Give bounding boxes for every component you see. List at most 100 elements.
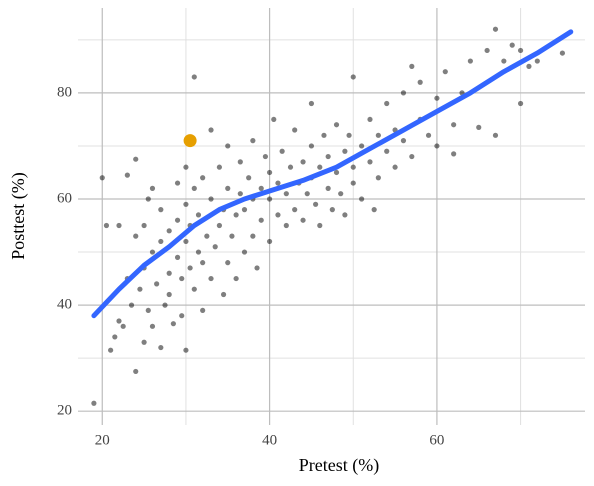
point: [384, 100, 390, 107]
point: [229, 233, 235, 239]
point: [350, 74, 356, 80]
point: [220, 291, 227, 298]
point: [317, 164, 323, 170]
highlight-point: [183, 134, 197, 148]
point: [154, 281, 160, 287]
point: [258, 185, 264, 191]
point: [250, 233, 256, 239]
point: [467, 58, 473, 64]
point: [350, 164, 356, 170]
point: [434, 143, 440, 149]
point: [145, 307, 151, 314]
point: [262, 153, 269, 160]
point: [517, 47, 524, 54]
point: [254, 265, 260, 271]
point: [434, 95, 440, 101]
point: [338, 191, 344, 197]
point: [216, 222, 222, 229]
point: [145, 196, 151, 202]
point: [174, 254, 181, 260]
trend-line: [91, 29, 574, 319]
point: [99, 175, 105, 181]
point: [133, 368, 139, 375]
point: [158, 344, 164, 351]
point: [233, 275, 239, 282]
point: [534, 58, 540, 64]
point: [141, 339, 147, 345]
point: [179, 313, 185, 319]
point: [183, 238, 189, 245]
point: [283, 222, 289, 229]
point: [400, 90, 407, 96]
point: [200, 307, 206, 314]
point: [162, 302, 168, 308]
point: [492, 132, 499, 138]
point: [149, 323, 156, 329]
point: [187, 265, 193, 271]
point: [266, 238, 273, 245]
y-tick-label: 40: [57, 297, 72, 313]
point: [342, 212, 348, 218]
point: [241, 207, 248, 213]
point: [191, 286, 197, 292]
point: [484, 47, 490, 54]
point: [166, 228, 172, 234]
point: [492, 26, 499, 32]
point: [116, 318, 122, 324]
point: [283, 191, 289, 197]
point: [313, 201, 319, 207]
point: [174, 180, 181, 186]
point: [170, 321, 176, 327]
point: [225, 143, 231, 149]
point: [559, 50, 566, 56]
point: [333, 122, 340, 128]
point: [476, 124, 482, 130]
point: [179, 275, 185, 282]
point: [342, 148, 348, 154]
point: [325, 153, 331, 160]
point: [292, 127, 298, 133]
point: [246, 175, 252, 181]
x-tick-label: 40: [262, 432, 277, 448]
x-axis-title: Pretest (%): [299, 455, 379, 476]
point: [174, 217, 181, 223]
point: [191, 74, 197, 80]
point: [266, 196, 273, 202]
point: [91, 400, 97, 406]
point: [517, 100, 524, 107]
point: [208, 127, 214, 133]
point: [103, 222, 110, 229]
point: [166, 291, 172, 298]
point: [116, 222, 122, 229]
point: [279, 148, 285, 154]
point: [317, 222, 323, 229]
point: [195, 212, 202, 218]
point: [308, 143, 315, 149]
point: [212, 244, 218, 250]
point: [120, 323, 126, 329]
point: [191, 185, 197, 191]
point: [325, 185, 331, 191]
point: [300, 217, 306, 223]
y-axis-title: Posttest (%): [8, 172, 29, 260]
point: [275, 212, 281, 218]
point: [375, 132, 381, 138]
point: [208, 196, 214, 202]
point: [308, 100, 315, 107]
point: [367, 159, 373, 165]
point: [216, 164, 222, 170]
point: [287, 164, 294, 170]
point: [158, 238, 164, 245]
y-tick-label: 20: [57, 403, 72, 419]
point: [359, 143, 365, 149]
point: [329, 207, 335, 213]
point: [333, 169, 340, 176]
point: [346, 132, 352, 138]
point: [124, 172, 130, 178]
point: [166, 270, 172, 276]
point: [451, 151, 457, 157]
point: [250, 138, 256, 144]
point: [258, 217, 264, 223]
point: [112, 334, 118, 340]
point: [304, 191, 310, 197]
